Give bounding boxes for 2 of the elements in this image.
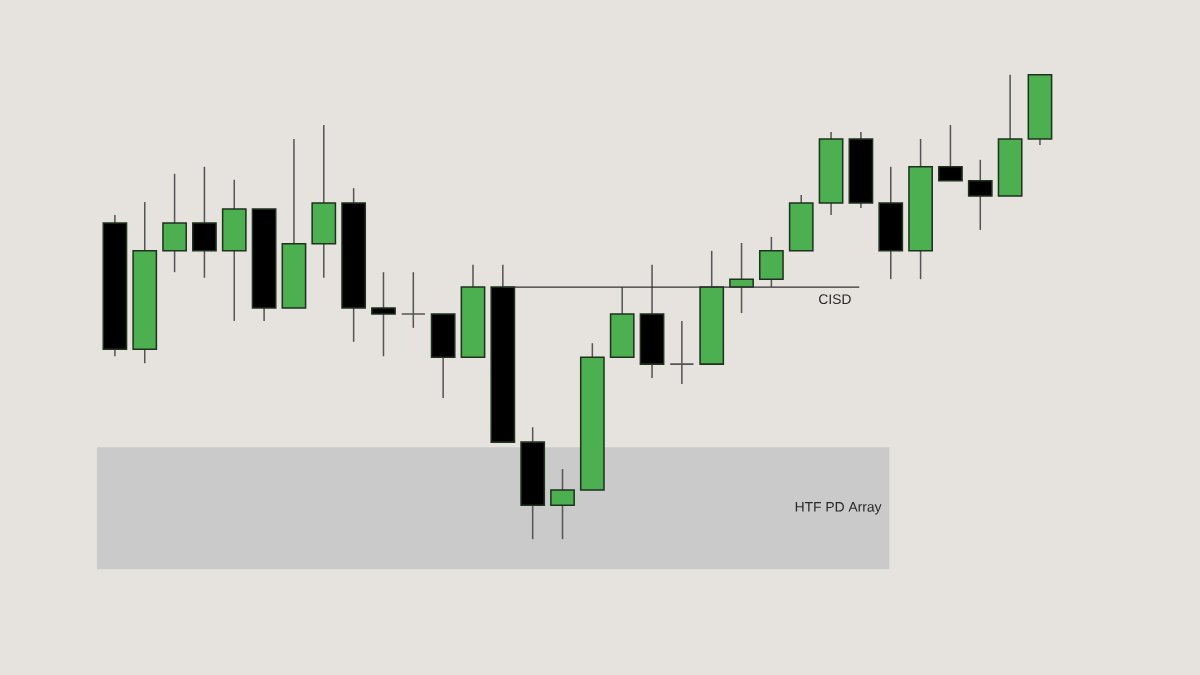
band-label: HTF PD Array <box>795 502 882 515</box>
ref-line-label: CISD <box>819 294 851 305</box>
